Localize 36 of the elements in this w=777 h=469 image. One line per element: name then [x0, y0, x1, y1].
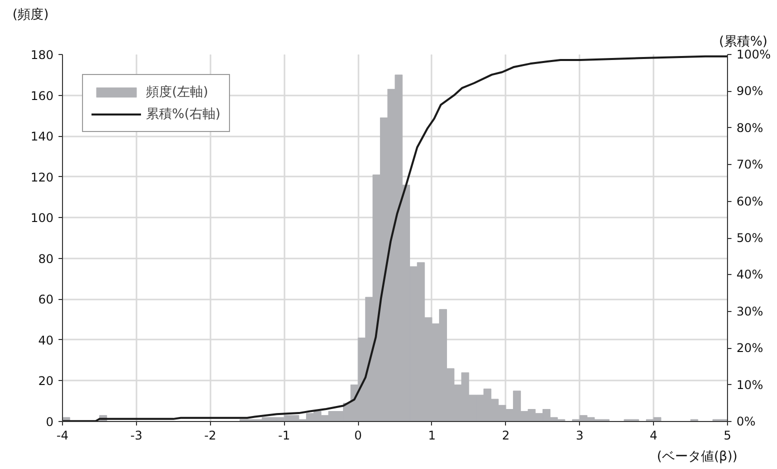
x-tick-label: 2	[502, 428, 510, 442]
legend-label: 頻度(左軸)	[146, 84, 208, 101]
y2-tick-label: 80%	[736, 120, 764, 135]
y-tick-label: 160	[30, 88, 54, 103]
y-tick-label: 100	[30, 211, 54, 226]
y2-axis-title: (累積%)	[719, 34, 768, 50]
y2-tick-label: 20%	[736, 341, 764, 356]
y2-tick-label: 40%	[736, 268, 764, 282]
x-tick-label: -4	[56, 428, 68, 442]
y-tick-label: 20	[38, 374, 54, 388]
y-tick-label: 80	[38, 252, 54, 266]
y2-tick-label: 70%	[736, 158, 764, 172]
y2-tick-label: 10%	[736, 378, 764, 392]
y-tick-label: 140	[30, 130, 54, 144]
y2-tick-label: 90%	[736, 84, 764, 98]
y2-tick-label: 100%	[736, 48, 771, 62]
y-tick-label: 60	[38, 292, 54, 307]
y-axis-title: (頻度)	[12, 6, 49, 22]
y2-tick-label: 60%	[736, 194, 764, 208]
x-tick-label: -2	[204, 428, 216, 442]
y2-tick-label: 50%	[736, 231, 764, 245]
y2-tick-label: 30%	[736, 304, 764, 318]
x-tick-label: 1	[428, 428, 436, 442]
x-tick-label: 5	[724, 428, 732, 442]
y-tick-label: 0	[46, 415, 54, 429]
x-axis-title: (ベータ値(β))	[656, 450, 738, 464]
x-tick-label: 3	[576, 428, 584, 442]
y-tick-label: 40	[38, 333, 54, 348]
x-tick-label: 0	[354, 428, 362, 442]
legend-label: 累積%(右軸)	[146, 106, 220, 123]
x-tick-label: 4	[650, 428, 658, 442]
x-tick-label: -3	[130, 428, 142, 442]
x-tick-label: -1	[278, 428, 290, 442]
y2-tick-label: 0%	[736, 414, 756, 428]
y-tick-label: 180	[30, 48, 54, 62]
y-tick-label: 120	[30, 170, 54, 184]
